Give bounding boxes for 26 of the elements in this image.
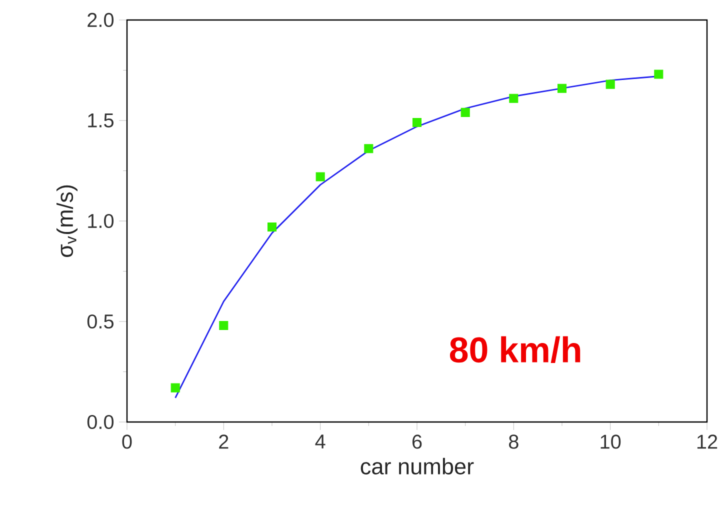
x-tick-label: 2	[219, 434, 228, 449]
point	[557, 84, 567, 93]
point	[219, 321, 228, 330]
point	[364, 144, 374, 154]
point	[460, 108, 470, 117]
point	[316, 172, 325, 182]
y-tick-label: 2.0	[88, 12, 114, 28]
point	[509, 94, 518, 103]
x-tick-label: 4	[315, 434, 326, 448]
x-axis-title: car number	[360, 458, 474, 474]
y-tick-label: 1.0	[88, 214, 114, 228]
x-tick-label: 6	[412, 434, 422, 449]
y-tick-label: 0.0	[87, 414, 114, 430]
point	[170, 383, 180, 392]
y-tick-label: 0.5	[87, 314, 114, 329]
x-tick-label: 0	[122, 434, 132, 449]
point	[412, 118, 422, 128]
point	[654, 70, 664, 79]
point	[267, 222, 277, 232]
y-axis-title: σ$_{v}$(m/s)	[56, 185, 78, 257]
x-tick-label: 8	[509, 434, 518, 449]
x-tick-label: 10	[600, 434, 621, 449]
annotation: 80 km/h	[450, 336, 580, 363]
y-tick-label: 1.5	[88, 114, 114, 128]
x-tick-label: 12	[697, 434, 718, 449]
point	[606, 80, 615, 89]
